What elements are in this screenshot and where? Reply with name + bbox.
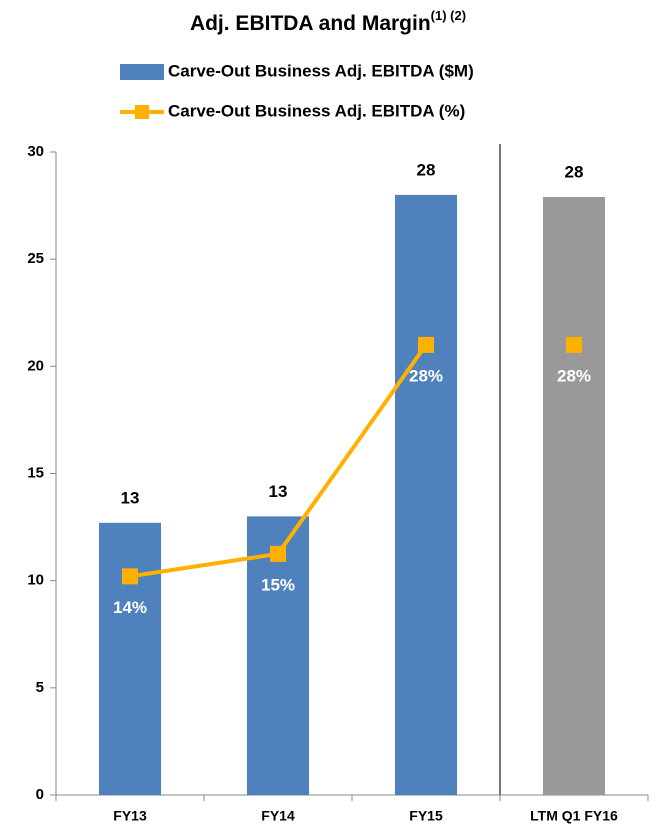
bar-value-label: 28: [565, 162, 584, 181]
line-value-label: 28%: [557, 366, 591, 385]
legend-marker: [135, 105, 149, 119]
line-value-label: 14%: [113, 598, 147, 617]
line-value-label: 28%: [409, 366, 443, 385]
bar-value-label: 13: [269, 482, 288, 501]
x-tick-label: FY14: [261, 808, 295, 824]
y-tick-label: 30: [27, 143, 44, 160]
title-text: Adj. EBITDA and Margin: [190, 12, 431, 35]
title-superscript: (1) (2): [431, 8, 466, 23]
bar-value-label: 28: [417, 160, 436, 179]
y-tick-label: 25: [27, 250, 44, 267]
line-marker: [122, 568, 138, 585]
bar: [543, 197, 605, 795]
y-tick-label: 5: [36, 679, 44, 696]
x-tick-label: FY13: [113, 808, 147, 824]
bar: [247, 516, 309, 795]
bar-value-label: 13: [121, 488, 140, 507]
legend-label: Carve-Out Business Adj. EBITDA ($M): [168, 61, 474, 80]
legend-label: Carve-Out Business Adj. EBITDA (%): [168, 101, 465, 120]
line-marker: [566, 336, 582, 353]
x-tick-label: LTM Q1 FY16: [530, 808, 618, 824]
y-tick-label: 10: [27, 572, 44, 589]
line-value-label: 15%: [261, 575, 295, 594]
y-tick-label: 15: [27, 464, 44, 481]
bar: [395, 194, 457, 795]
line-marker: [270, 545, 286, 562]
line-marker: [418, 336, 434, 353]
y-tick-label: 20: [27, 357, 44, 374]
chart-title: Adj. EBITDA and Margin(1) (2): [190, 8, 466, 34]
bar: [99, 522, 161, 795]
x-tick-label: FY15: [409, 808, 443, 824]
legend-swatch: [120, 64, 164, 80]
y-tick-label: 0: [36, 786, 44, 803]
